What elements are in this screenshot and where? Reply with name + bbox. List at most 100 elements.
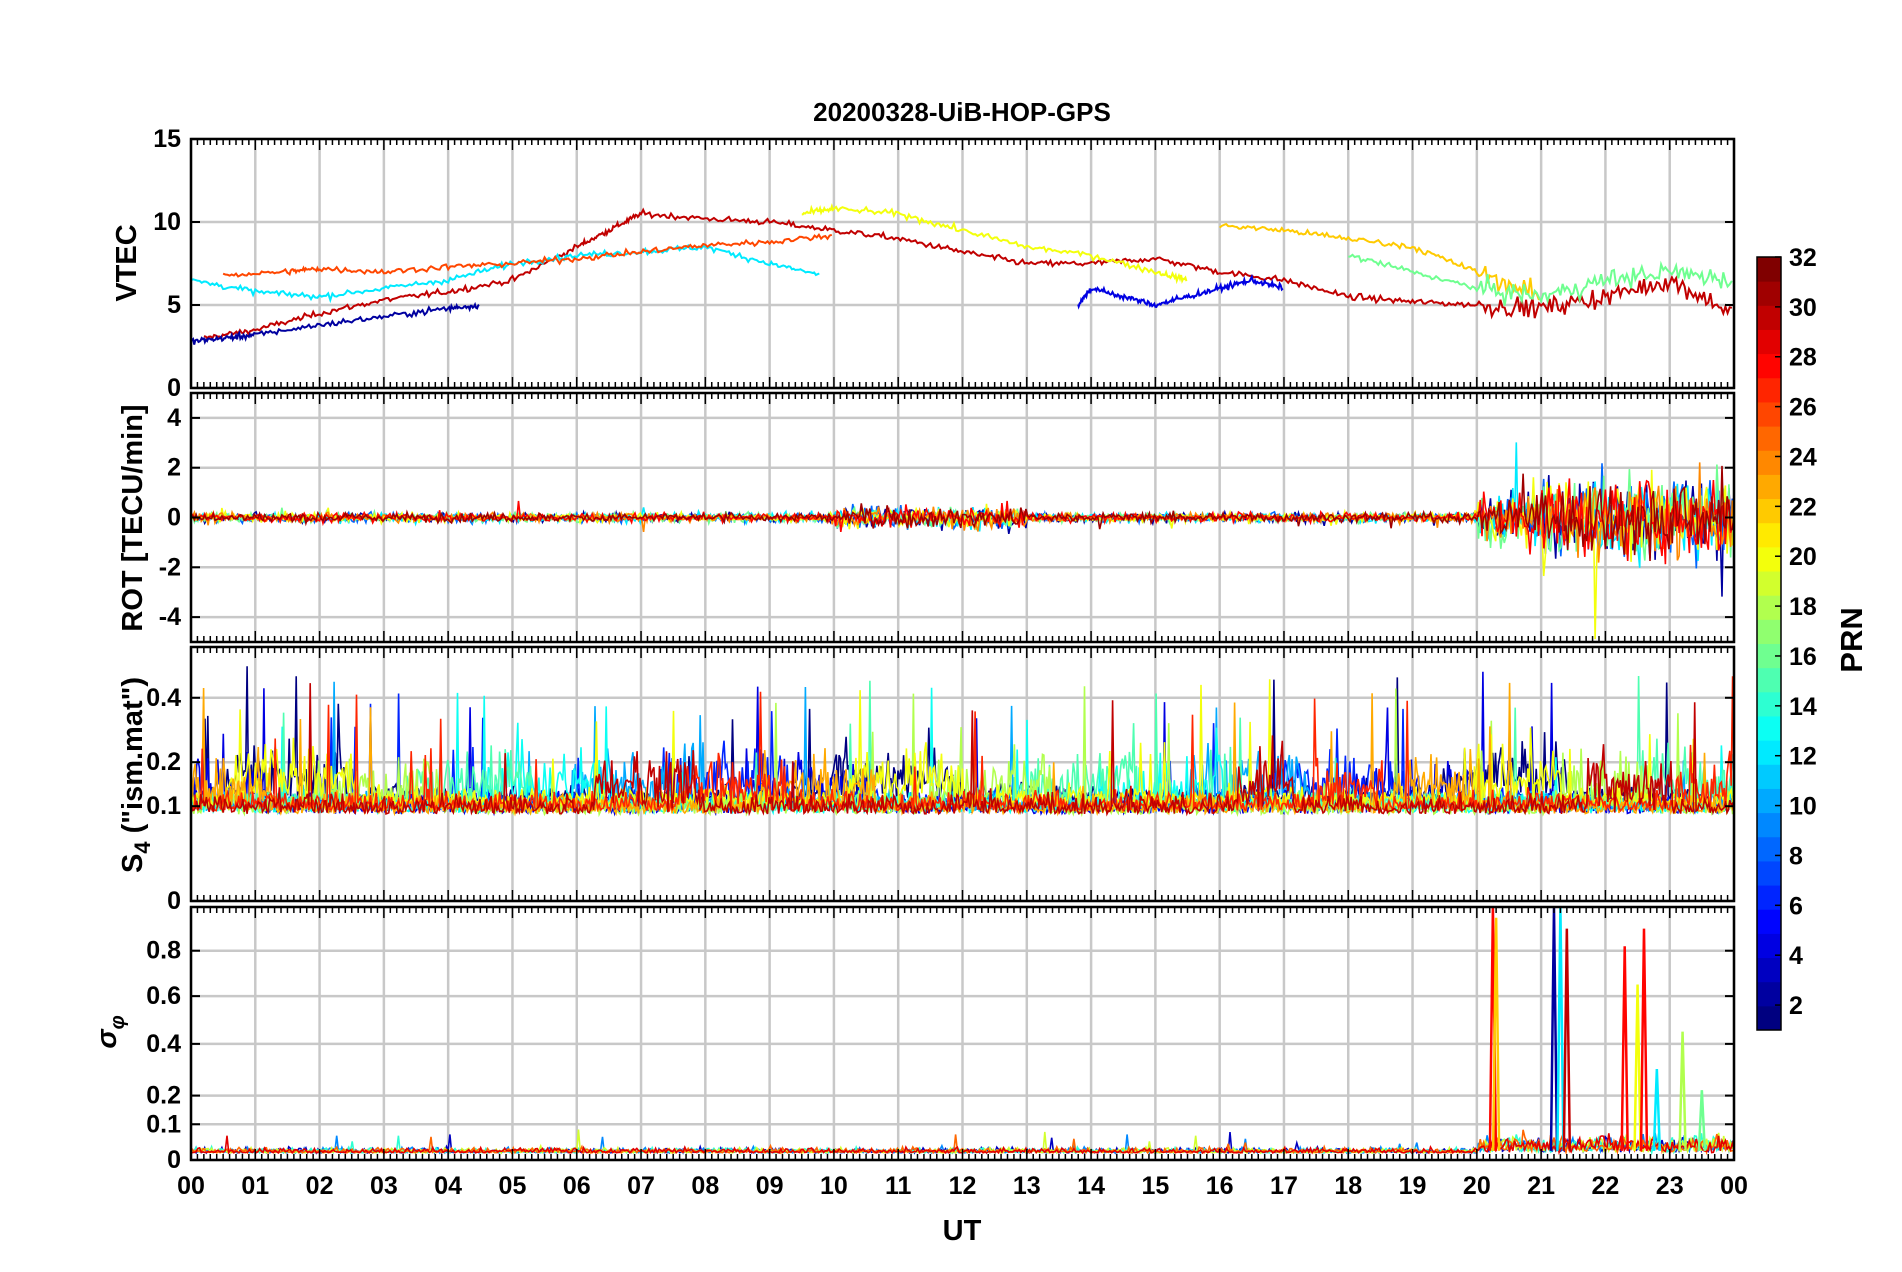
colorbar-tick-label: 16 <box>1789 643 1817 671</box>
colorbar-tick-label: 28 <box>1789 344 1817 372</box>
x-tick-label: 18 <box>1334 1172 1362 1200</box>
colorbar-swatch <box>1757 401 1781 427</box>
s4-series-line <box>191 683 1734 817</box>
colorbar-swatch <box>1757 353 1781 379</box>
sigma-phi-spike <box>1639 928 1649 1151</box>
colorbar-swatch <box>1757 764 1781 789</box>
vtec-series-line <box>191 301 480 346</box>
s4-label-main: S <box>117 854 149 873</box>
colorbar-tick-label: 30 <box>1789 294 1817 322</box>
y-tick-label: 0 <box>167 374 181 402</box>
colorbar-swatch <box>1757 329 1781 355</box>
colorbar-swatch <box>1757 957 1781 983</box>
sigma-phi-spike <box>1556 907 1565 1151</box>
x-tick-label: 15 <box>1141 1172 1169 1200</box>
vtec-series-line <box>1077 273 1284 310</box>
colorbar-swatch <box>1757 933 1781 959</box>
colorbar-tick-label: 8 <box>1789 842 1803 870</box>
sigma-phi-spike <box>1633 984 1642 1151</box>
colorbar-tick-label: 2 <box>1789 992 1803 1020</box>
x-tick-label: 07 <box>627 1172 655 1200</box>
x-tick-label: 12 <box>949 1172 977 1200</box>
colorbar-tick-label: 26 <box>1789 394 1817 422</box>
vtec-series-line <box>1348 253 1733 306</box>
y-axis-label-sigma-phi: σφ <box>91 1015 129 1048</box>
sigma-phi-spike <box>1697 1090 1707 1151</box>
colorbar-swatch <box>1757 715 1781 741</box>
colorbar-swatch <box>1757 691 1781 717</box>
colorbar-tick-label: 18 <box>1789 593 1817 621</box>
colorbar-swatch <box>1757 305 1781 330</box>
y-tick-label: 10 <box>153 208 181 236</box>
vtec-series-line <box>222 233 833 278</box>
chart-title: 20200328-UiB-HOP-GPS <box>813 97 1111 127</box>
x-tick-label: 00 <box>177 1172 205 1200</box>
colorbar-tick-label: 22 <box>1789 493 1817 521</box>
x-tick-labels: 00 01 02 03 04 05 06 07 08 09 10 11 12 13 14 15 16 17 18 19… <box>177 1172 1748 1200</box>
s4-series-group <box>191 666 1734 818</box>
x-tick-label: 02 <box>306 1172 334 1200</box>
x-tick-label: 19 <box>1399 1172 1427 1200</box>
y-tick-label: 2 <box>167 454 181 482</box>
colorbar-tick-label: 24 <box>1789 443 1817 471</box>
x-axis-label: UT <box>943 1215 982 1247</box>
colorbar-tick-label: 4 <box>1789 942 1803 970</box>
colorbar-swatch <box>1757 377 1781 403</box>
y-axis-label-rot: ROT [TECU/min] <box>117 404 149 631</box>
x-tick-label: 17 <box>1270 1172 1298 1200</box>
vtec-series-line <box>801 203 1188 285</box>
y-tick-label: 0 <box>167 1146 181 1174</box>
colorbar-swatch <box>1757 522 1781 548</box>
colorbar-swatch <box>1757 595 1781 620</box>
x-tick-label: 04 <box>434 1172 462 1200</box>
sigma-phi-spike <box>1549 907 1559 1151</box>
colorbar-swatch <box>1757 546 1781 572</box>
vtec-series-group <box>191 203 1733 346</box>
y-tick-label: 0 <box>167 504 181 532</box>
x-tick-label: 13 <box>1013 1172 1041 1200</box>
y-tick-label: 0.2 <box>146 748 181 776</box>
s4-label-rest: ("ism.mat") <box>117 677 149 841</box>
x-tick-label: 00 <box>1720 1172 1748 1200</box>
axes <box>189 137 1736 1162</box>
colorbar-swatch <box>1757 788 1781 814</box>
colorbar-tick-label: 20 <box>1789 543 1817 571</box>
y-tick-label: 0.8 <box>146 937 181 965</box>
x-tick-label: 01 <box>241 1172 269 1200</box>
x-tick-label: 20 <box>1463 1172 1491 1200</box>
s4-label-sub: 4 <box>130 841 155 854</box>
x-tick-label: 03 <box>370 1172 398 1200</box>
colorbar-swatch <box>1757 981 1781 1007</box>
colorbar-swatch <box>1757 860 1781 886</box>
rot-series-group <box>191 442 1734 640</box>
colorbar-swatch <box>1757 257 1781 282</box>
x-tick-label: 10 <box>820 1172 848 1200</box>
s4-series-line <box>191 679 1734 809</box>
y-tick-label: 0.4 <box>146 1030 181 1058</box>
colorbar-swatch <box>1757 571 1781 596</box>
colorbar-tick-label: 12 <box>1789 743 1817 771</box>
y-tick-label: 0.2 <box>146 1082 181 1110</box>
colorbar-frame <box>1756 256 1782 1031</box>
colorbar-swatch <box>1757 474 1781 500</box>
y-tick-label: 0.1 <box>146 1110 181 1138</box>
colorbar-swatch <box>1757 1005 1781 1031</box>
sigma-phi-spike <box>1562 928 1572 1151</box>
sigma-phi-spike <box>1678 1031 1687 1151</box>
x-tick-label: 16 <box>1206 1172 1234 1200</box>
vtec-series-line <box>1219 222 1540 301</box>
x-tick-label: 21 <box>1527 1172 1555 1200</box>
colorbar-tick-label: 32 <box>1789 244 1817 272</box>
x-tick-label: 14 <box>1077 1172 1105 1200</box>
colorbar-swatch <box>1757 667 1781 693</box>
x-tick-label: 06 <box>563 1172 591 1200</box>
sigma-phi-label-sub: φ <box>107 1015 129 1029</box>
y-tick-label: 0.1 <box>146 792 181 820</box>
y-tick-label: -4 <box>159 603 181 631</box>
y-tick-label: 0 <box>167 887 181 915</box>
colorbar-swatch <box>1757 450 1781 475</box>
vtec-series-line <box>203 207 1733 341</box>
colorbar-tick-label: 6 <box>1789 892 1803 920</box>
